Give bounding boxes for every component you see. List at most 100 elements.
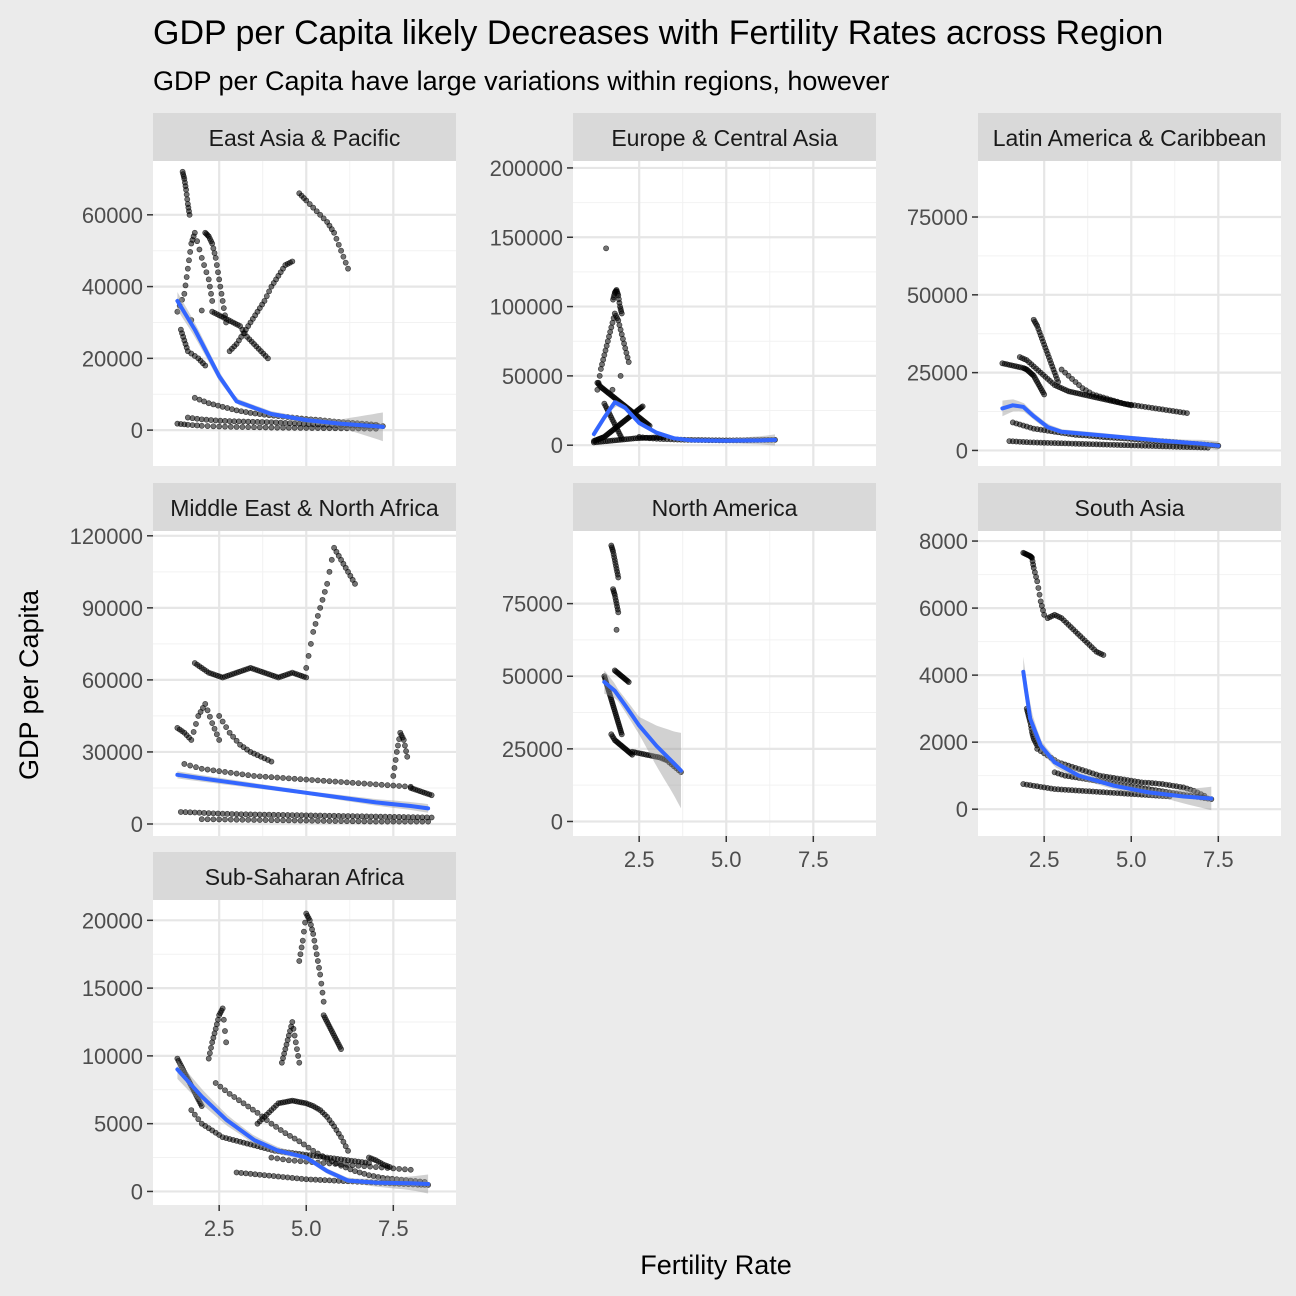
data-point bbox=[289, 258, 296, 265]
data-point bbox=[338, 1161, 344, 1168]
data-point bbox=[280, 775, 286, 781]
data-point bbox=[268, 1120, 275, 1127]
data-point bbox=[186, 211, 193, 218]
data-point bbox=[287, 1132, 293, 1139]
data-point bbox=[183, 274, 190, 280]
chart-title: GDP per Capita likely Decreases with Fer… bbox=[153, 14, 1163, 52]
data-point bbox=[319, 1153, 326, 1160]
y-tick-label: 6000 bbox=[919, 596, 968, 621]
data-point bbox=[209, 720, 216, 727]
x-tick-label: 2.5 bbox=[204, 1216, 235, 1241]
data-point bbox=[256, 773, 263, 780]
data-point bbox=[320, 1160, 327, 1166]
data-point bbox=[384, 818, 391, 825]
data-point bbox=[326, 818, 333, 824]
data-point bbox=[297, 817, 304, 824]
panel-data bbox=[174, 168, 386, 442]
data-point bbox=[291, 1157, 298, 1164]
y-tick-label: 15000 bbox=[82, 976, 143, 1001]
data-point bbox=[402, 1166, 408, 1173]
data-point bbox=[403, 748, 409, 755]
data-point bbox=[305, 652, 312, 659]
chart-subtitle: GDP per Capita have large variations wit… bbox=[153, 66, 889, 96]
data-point bbox=[301, 1141, 307, 1148]
data-point bbox=[332, 1160, 339, 1167]
y-tick-label: 90000 bbox=[82, 596, 143, 621]
smooth-line bbox=[175, 772, 431, 811]
data-point bbox=[233, 423, 240, 430]
data-point bbox=[233, 816, 240, 823]
data-point bbox=[307, 640, 314, 647]
y-tick-label: 200000 bbox=[490, 156, 563, 181]
data-point bbox=[256, 424, 263, 431]
y-tick-label: 75000 bbox=[907, 205, 968, 230]
facet-strip bbox=[153, 113, 456, 161]
data-point bbox=[183, 186, 189, 193]
data-point bbox=[298, 944, 305, 951]
y-tick-label: 0 bbox=[551, 809, 563, 834]
y-tick-label: 20000 bbox=[82, 908, 143, 933]
data-point bbox=[310, 628, 317, 635]
data-point bbox=[391, 765, 398, 771]
data-point bbox=[204, 707, 211, 714]
data-point bbox=[1184, 410, 1190, 416]
data-point bbox=[367, 781, 373, 787]
data-point bbox=[338, 1046, 344, 1053]
data-point bbox=[179, 296, 185, 303]
data-point bbox=[198, 422, 205, 429]
data-point bbox=[227, 816, 234, 823]
data-point bbox=[317, 211, 324, 218]
data-point bbox=[203, 269, 210, 276]
data-point bbox=[407, 818, 414, 825]
data-point bbox=[245, 772, 252, 779]
data-point bbox=[213, 731, 220, 738]
data-point bbox=[320, 817, 327, 824]
data-point bbox=[312, 620, 319, 627]
data-point bbox=[290, 1025, 297, 1032]
data-point bbox=[268, 817, 275, 824]
data-point bbox=[303, 817, 310, 824]
data-point bbox=[340, 253, 347, 260]
data-point bbox=[262, 817, 269, 823]
data-point bbox=[335, 241, 342, 248]
data-point bbox=[184, 265, 191, 272]
y-tick-label: 30000 bbox=[82, 740, 143, 765]
data-point bbox=[378, 781, 385, 788]
data-point bbox=[285, 775, 292, 782]
y-tick-label: 50000 bbox=[502, 664, 563, 689]
y-tick-label: 0 bbox=[956, 797, 968, 822]
data-point bbox=[316, 964, 322, 971]
data-point bbox=[314, 777, 321, 784]
panel-data bbox=[1020, 549, 1215, 811]
data-point bbox=[639, 403, 646, 410]
data-point bbox=[1034, 578, 1041, 585]
y-tick-label: 60000 bbox=[82, 203, 143, 228]
data-point bbox=[425, 818, 432, 825]
smooth-line bbox=[1021, 669, 1214, 801]
data-point bbox=[188, 737, 195, 743]
data-point bbox=[317, 604, 324, 611]
data-point bbox=[227, 423, 234, 430]
data-point bbox=[249, 1106, 256, 1113]
facet-panel: Middle East & North Africa 0 30000 60000 900… bbox=[70, 483, 456, 837]
data-point bbox=[366, 1172, 372, 1179]
data-point bbox=[266, 288, 272, 295]
data-point bbox=[245, 424, 252, 431]
data-point bbox=[263, 293, 270, 300]
data-point bbox=[285, 817, 292, 824]
data-point bbox=[343, 1161, 350, 1168]
facet-panel: Europe & Central Asia 0 50000 100000 150000 2… bbox=[490, 113, 876, 466]
data-point bbox=[274, 424, 281, 431]
data-point bbox=[1041, 391, 1048, 398]
data-point bbox=[206, 713, 213, 720]
x-tick-label: 7.5 bbox=[798, 847, 829, 872]
data-point bbox=[1041, 611, 1048, 618]
data-point bbox=[256, 817, 263, 823]
data-point bbox=[240, 1100, 247, 1107]
y-tick-label: 50000 bbox=[502, 364, 563, 389]
data-point bbox=[212, 1080, 219, 1086]
data-point bbox=[393, 749, 400, 755]
data-point bbox=[352, 580, 358, 587]
data-point bbox=[222, 816, 228, 823]
data-point bbox=[208, 1044, 214, 1051]
